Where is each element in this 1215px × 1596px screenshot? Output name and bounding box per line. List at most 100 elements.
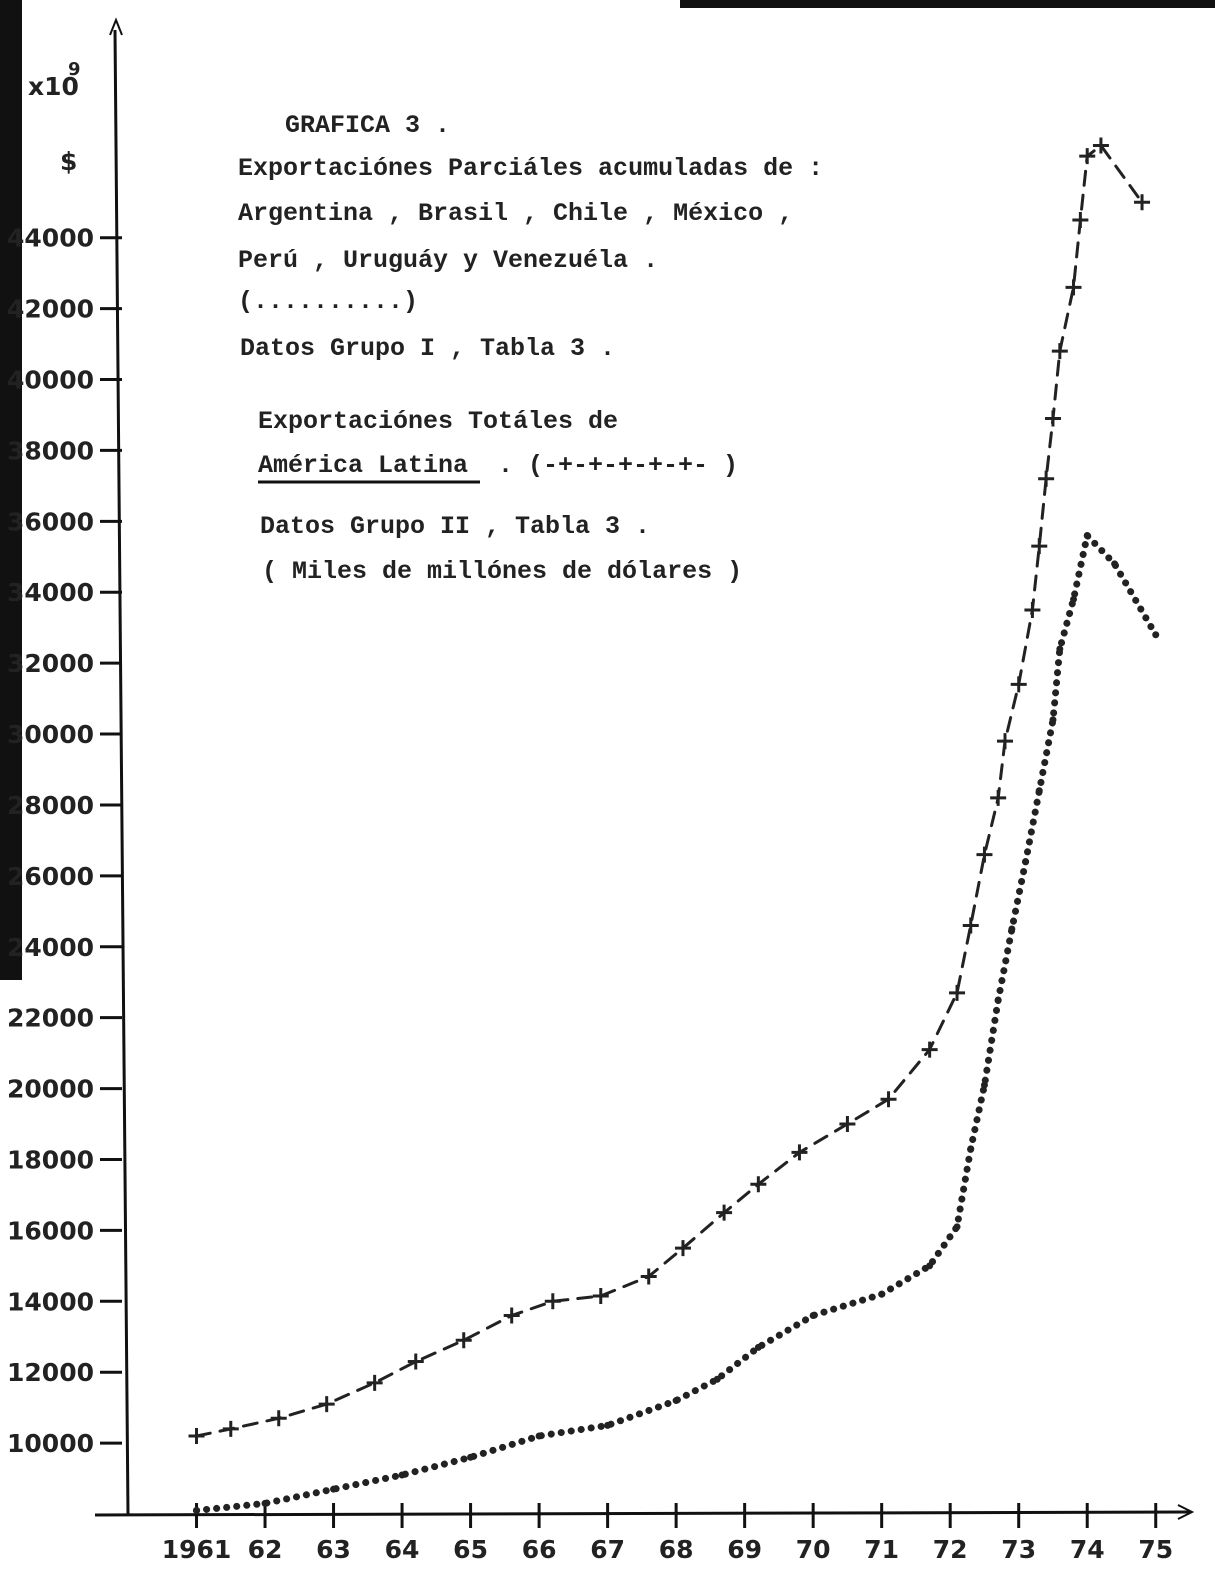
point bbox=[640, 1268, 657, 1285]
point bbox=[1079, 148, 1096, 165]
point bbox=[1022, 858, 1030, 866]
y-tick-label: 40000 bbox=[7, 366, 94, 395]
x-tick-label: 70 bbox=[796, 1535, 831, 1564]
point bbox=[270, 1410, 287, 1427]
point bbox=[949, 984, 966, 1001]
y-tick-label: 28000 bbox=[7, 791, 94, 820]
point bbox=[791, 1144, 808, 1161]
y-tick-label: 24000 bbox=[7, 933, 94, 962]
point bbox=[713, 1375, 721, 1383]
point bbox=[926, 1262, 934, 1270]
annotation: Exportaciónes Totáles de bbox=[258, 407, 618, 436]
x-tick-label: 73 bbox=[1001, 1535, 1036, 1564]
point bbox=[188, 1428, 205, 1444]
annotation: Argentina , Brasil , Chile , México , bbox=[238, 199, 793, 228]
scan-edge bbox=[0, 0, 22, 980]
x-tick-label: 72 bbox=[933, 1535, 968, 1564]
point bbox=[716, 1204, 733, 1221]
point bbox=[261, 1499, 269, 1507]
point bbox=[674, 1240, 691, 1257]
annotation: (..........) bbox=[238, 287, 418, 316]
x-tick-label: 64 bbox=[385, 1535, 420, 1564]
point bbox=[880, 1091, 897, 1108]
point bbox=[318, 1396, 335, 1413]
y-tick-label: 16000 bbox=[7, 1216, 94, 1245]
point bbox=[921, 1041, 938, 1058]
point bbox=[878, 1290, 886, 1298]
point bbox=[1044, 410, 1061, 427]
series-line bbox=[195, 143, 1144, 1438]
y-tick-label: 26000 bbox=[7, 862, 94, 891]
point bbox=[980, 1081, 988, 1089]
point bbox=[1049, 716, 1057, 724]
y-currency: $ bbox=[60, 147, 77, 176]
x-axis-arrow bbox=[1177, 1504, 1195, 1520]
y-tick-label: 22000 bbox=[7, 1004, 94, 1033]
y-tick-label: 14000 bbox=[7, 1287, 94, 1316]
point bbox=[604, 1421, 612, 1429]
annotation: . (-+-+-+-+-+- ) bbox=[498, 451, 738, 480]
point bbox=[1111, 560, 1119, 568]
point bbox=[592, 1287, 609, 1304]
point bbox=[953, 1223, 961, 1231]
point bbox=[503, 1307, 520, 1324]
point bbox=[1083, 532, 1091, 540]
point bbox=[407, 1353, 424, 1370]
x-tick-label: 67 bbox=[590, 1535, 625, 1564]
x-tick-label: 71 bbox=[864, 1535, 899, 1564]
point bbox=[398, 1471, 406, 1479]
y-tick-label: 34000 bbox=[7, 578, 94, 607]
y-tick-label: 10000 bbox=[7, 1429, 94, 1458]
point bbox=[222, 1420, 239, 1437]
point bbox=[1092, 137, 1109, 154]
point bbox=[1008, 925, 1016, 933]
x-tick-label: 63 bbox=[316, 1535, 351, 1564]
point bbox=[544, 1293, 561, 1310]
annotation: Perú , Uruguáy y Venezuéla . bbox=[238, 246, 658, 275]
point bbox=[1072, 211, 1089, 228]
y-tick-label: 44000 bbox=[7, 224, 94, 253]
point bbox=[467, 1453, 475, 1461]
point bbox=[997, 733, 1014, 750]
y-axis-arrow bbox=[109, 17, 123, 36]
annotation: América Latina bbox=[258, 451, 468, 480]
annotation: Datos Grupo I , Tabla 3 . bbox=[240, 334, 615, 363]
x-axis bbox=[94, 1510, 1191, 1517]
point bbox=[1056, 645, 1064, 653]
x-tick-label: 74 bbox=[1070, 1535, 1105, 1564]
point bbox=[1038, 470, 1055, 487]
point bbox=[193, 1506, 201, 1514]
point bbox=[455, 1332, 472, 1349]
x-tick-label: 62 bbox=[248, 1535, 283, 1564]
x-tick-label: 75 bbox=[1138, 1535, 1173, 1564]
point bbox=[976, 846, 993, 863]
y-unit: x10 bbox=[28, 72, 79, 101]
point bbox=[1152, 631, 1160, 639]
point bbox=[750, 1176, 767, 1193]
chart-title: GRAFICA 3 . bbox=[285, 111, 450, 140]
annotation: ( Miles de millónes de dólares ) bbox=[262, 557, 742, 586]
point bbox=[754, 1343, 762, 1351]
series-line bbox=[193, 528, 1160, 1514]
x-tick-label: 65 bbox=[453, 1535, 488, 1564]
annotation: Datos Grupo II , Tabla 3 . bbox=[260, 512, 650, 541]
y-tick-label: 32000 bbox=[7, 649, 94, 678]
y-tick-label: 30000 bbox=[7, 720, 94, 749]
point bbox=[1024, 601, 1041, 618]
point bbox=[1010, 676, 1027, 693]
point bbox=[1065, 279, 1082, 296]
point bbox=[366, 1374, 383, 1391]
point bbox=[1031, 538, 1048, 555]
y-tick-label: 38000 bbox=[7, 436, 94, 465]
point bbox=[967, 1145, 975, 1153]
point bbox=[330, 1485, 338, 1493]
y-tick-label: 12000 bbox=[7, 1358, 94, 1387]
y-unit-exponent: 9 bbox=[68, 59, 81, 80]
point bbox=[1035, 787, 1043, 795]
point bbox=[990, 789, 1007, 806]
y-tick-label: 42000 bbox=[7, 295, 94, 324]
point bbox=[535, 1432, 543, 1440]
point bbox=[809, 1311, 817, 1319]
